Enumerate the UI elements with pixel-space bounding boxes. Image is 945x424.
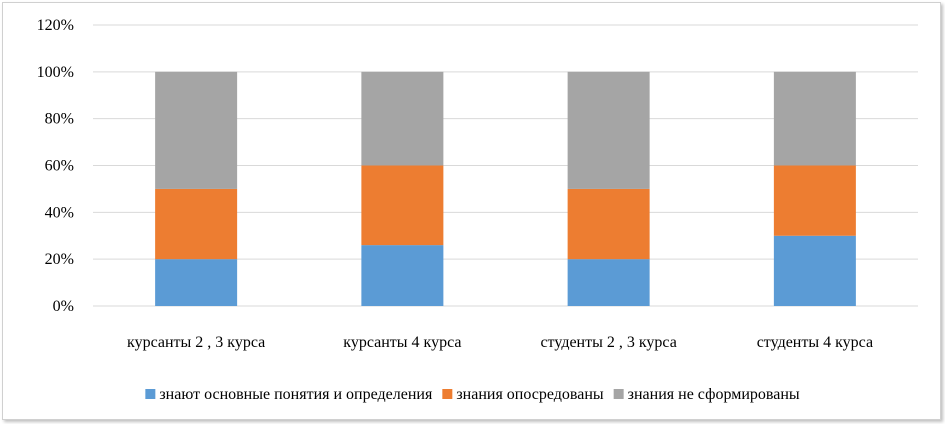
- bar-segment-2-0: [567, 259, 650, 306]
- legend-swatch-1: [442, 389, 453, 399]
- legend-label-0: знают основные понятия и определения: [159, 386, 433, 403]
- y-axis-ticks: 0% 20% 40% 60% 80% 100% 120%: [37, 17, 74, 315]
- y-tick-label-40: 40%: [45, 204, 74, 221]
- x-axis-labels: курсанты 2 , 3 курса курсанты 4 курса студ…: [127, 334, 873, 351]
- x-category-label-3: студенты 4 курса: [757, 334, 873, 351]
- bar-segment-1-1: [361, 165, 444, 246]
- legend-label-2: знания не сформированы: [628, 386, 800, 403]
- legend-swatch-0: [145, 389, 156, 399]
- legend: знают основные понятия и определения знан…: [145, 386, 800, 403]
- y-tick-label-0: 0%: [53, 298, 74, 315]
- bar-segment-0-2: [155, 71, 238, 189]
- y-tick-label-120: 120%: [37, 17, 74, 34]
- bar-segment-3-2: [773, 71, 856, 166]
- x-category-label-0: курсанты 2 , 3 курса: [127, 334, 265, 351]
- x-category-label-2: студенты 2 , 3 курса: [540, 334, 676, 351]
- bar-segment-2-2: [567, 71, 650, 189]
- y-tick-label-100: 100%: [37, 64, 74, 81]
- y-tick-label-60: 60%: [45, 158, 74, 175]
- bar-segment-3-1: [773, 165, 856, 236]
- x-category-label-1: курсанты 4 курса: [343, 334, 461, 351]
- legend-swatch-2: [613, 389, 624, 399]
- bar-segment-1-2: [361, 71, 444, 166]
- y-tick-label-20: 20%: [45, 251, 74, 268]
- bar-segment-0-0: [155, 259, 238, 306]
- bar-segment-3-0: [773, 235, 856, 306]
- y-tick-label-80: 80%: [45, 111, 74, 128]
- bar-segment-2-1: [567, 188, 650, 260]
- legend-label-1: знания опосредованы: [456, 386, 604, 403]
- bar-segment-1-0: [361, 245, 444, 306]
- bar-segment-0-1: [155, 188, 238, 260]
- bars: [155, 71, 856, 306]
